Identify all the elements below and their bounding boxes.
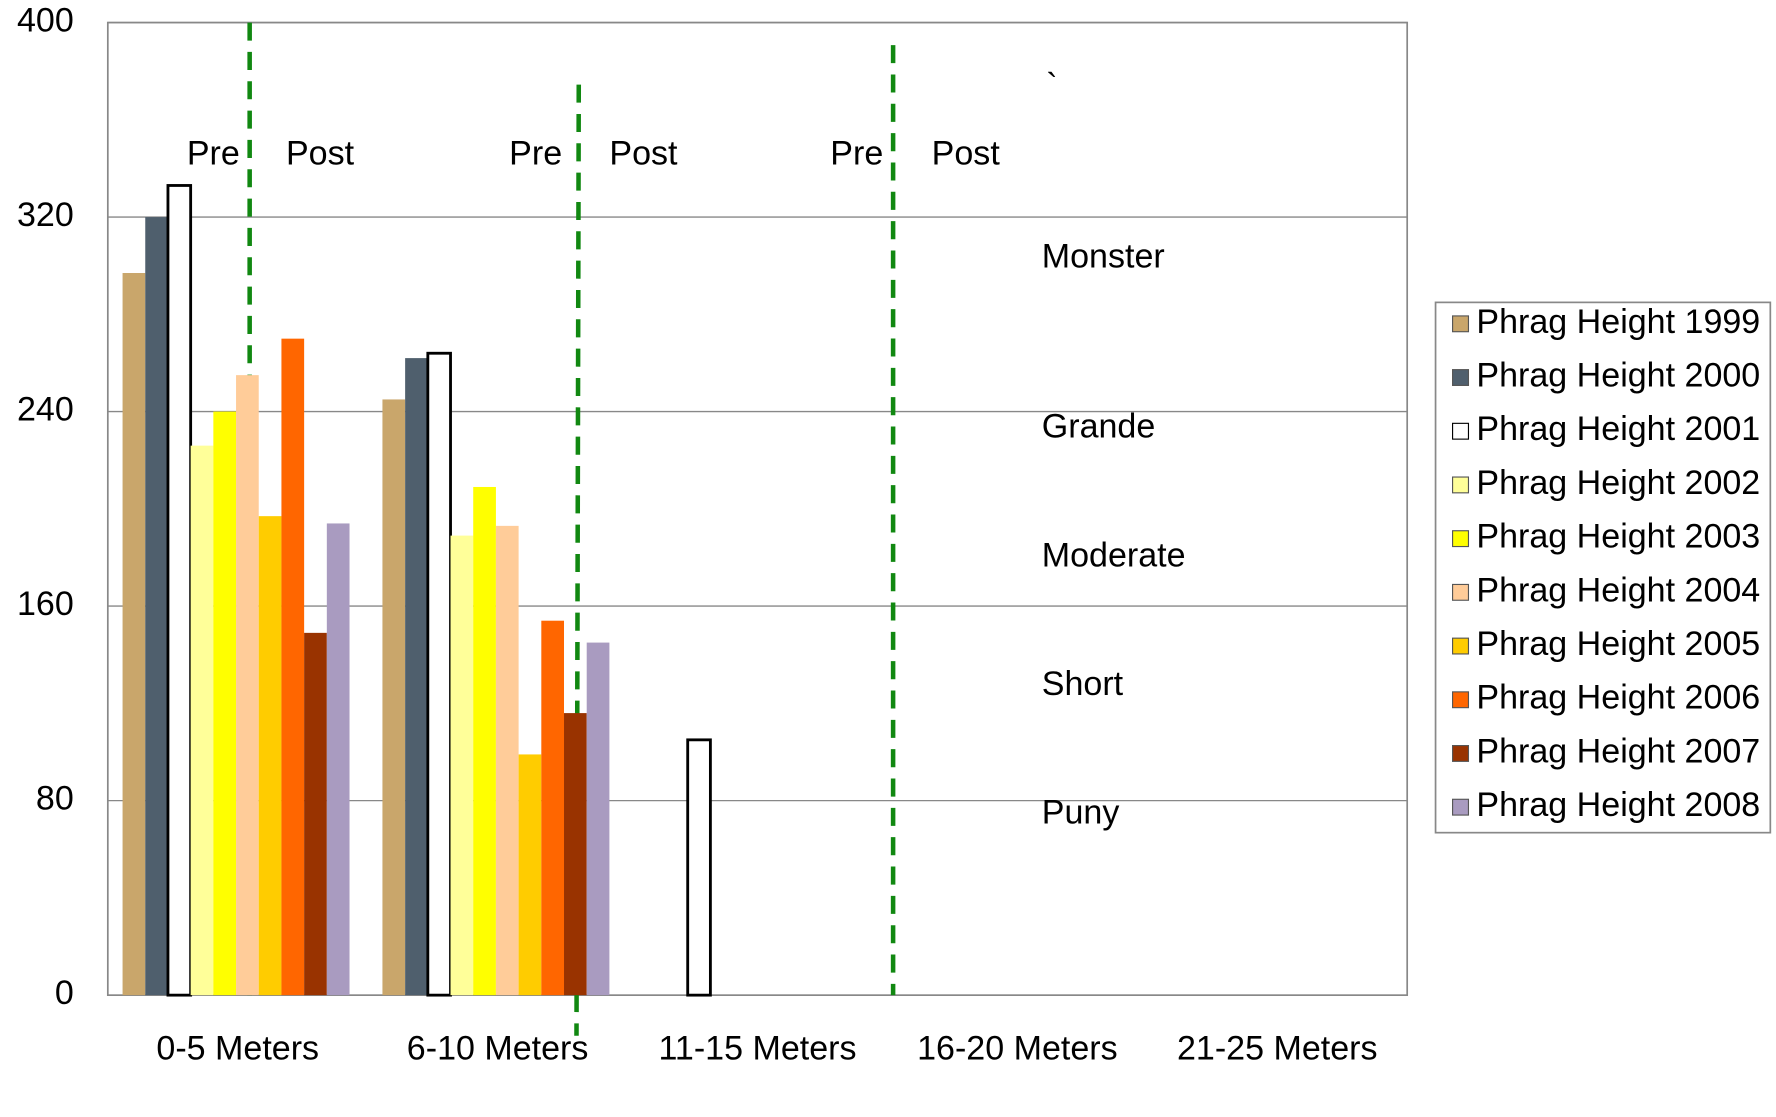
legend-frame: [1434, 301, 1772, 834]
legend-swatch: [1452, 422, 1470, 440]
bar: [258, 516, 282, 996]
annotation: Monster: [1042, 237, 1165, 275]
legend-label: Phrag Height 1999: [1476, 303, 1760, 341]
annotation: Pre: [509, 135, 562, 173]
legend-swatch: [1452, 583, 1470, 601]
bar: [145, 217, 168, 996]
annotation: Pre: [830, 135, 883, 173]
bar: [213, 411, 237, 996]
legend-label: Phrag Height 2008: [1476, 786, 1760, 824]
annotation: `: [1046, 67, 1057, 105]
x-tick-label: 11-15 Meters: [658, 1029, 856, 1067]
bar: [473, 486, 496, 996]
annotation: Post: [932, 135, 1001, 173]
legend-label: Phrag Height 2004: [1476, 571, 1760, 609]
bar: [281, 338, 305, 996]
x-tick-label: 0-5 Meters: [156, 1029, 319, 1067]
legend-label: Phrag Height 2001: [1476, 410, 1760, 448]
y-tick-label: 400: [17, 2, 74, 40]
bar: [518, 754, 542, 996]
y-tick-label: 80: [36, 780, 74, 818]
legend-swatch: [1452, 637, 1470, 655]
legend-swatch: [1452, 315, 1470, 333]
annotation: Puny: [1042, 794, 1120, 832]
legend-label: Phrag Height 2007: [1476, 732, 1760, 770]
annotation: Post: [609, 135, 678, 173]
bar: [190, 445, 214, 996]
bar: [304, 632, 327, 996]
annotation: Pre: [187, 135, 240, 173]
legend-swatch: [1452, 691, 1470, 709]
annotation: Grande: [1042, 408, 1156, 446]
bar: [450, 535, 474, 996]
annotation: Moderate: [1042, 536, 1186, 574]
bar: [382, 399, 406, 996]
legend-swatch: [1452, 476, 1470, 494]
plot-frame: [106, 21, 1409, 996]
y-tick-label: 0: [55, 974, 74, 1012]
legend-label: Phrag Height 2005: [1476, 625, 1760, 663]
y-tick-label: 160: [17, 585, 74, 623]
bar: [686, 738, 712, 997]
bar: [495, 525, 519, 996]
legend-label: Phrag Height 2000: [1476, 357, 1760, 395]
bar: [405, 358, 428, 996]
bar: [586, 642, 610, 996]
legend-label: Phrag Height 2006: [1476, 679, 1760, 717]
x-tick-label: 21-25 Meters: [1177, 1029, 1378, 1067]
bar: [122, 273, 146, 996]
bar: [541, 620, 565, 996]
legend-swatch: [1452, 530, 1470, 548]
y-tick-label: 240: [17, 391, 74, 429]
annotation: Short: [1042, 665, 1124, 703]
legend-label: Phrag Height 2002: [1476, 464, 1760, 502]
bar: [426, 351, 452, 997]
annotation: Post: [286, 135, 355, 173]
legend-swatch: [1452, 798, 1470, 816]
x-tick-label: 6-10 Meters: [407, 1029, 589, 1067]
x-tick-label: 16-20 Meters: [917, 1029, 1118, 1067]
y-tick-label: 320: [17, 196, 74, 234]
bar: [166, 184, 193, 997]
bar: [236, 375, 259, 996]
legend-swatch: [1452, 745, 1470, 762]
bar: [326, 523, 350, 996]
bar: [564, 713, 587, 996]
legend-label: Phrag Height 2003: [1476, 518, 1760, 556]
legend-swatch: [1452, 369, 1470, 386]
